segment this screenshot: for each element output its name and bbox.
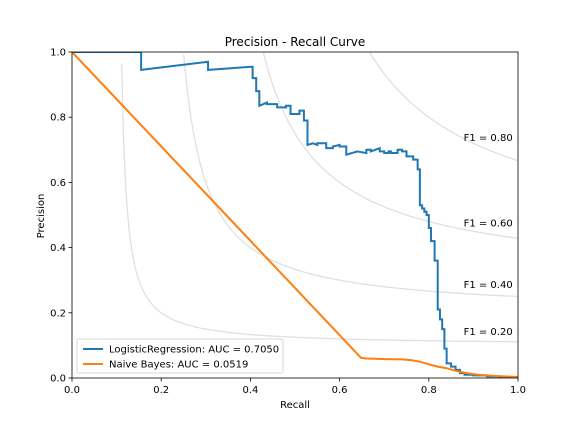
x-tick-label-0: 0.0	[64, 385, 80, 396]
y-tick-label-2: 0.4	[50, 243, 66, 254]
y-tick-label-5: 1.0	[50, 48, 66, 59]
iso-f1-curve-1	[183, 54, 518, 298]
y-tick-label-0: 0.0	[50, 374, 66, 385]
series-line-1	[72, 52, 518, 378]
iso-f1-label-3: F1 = 0.80	[464, 133, 513, 144]
y-axis-label: Precision	[36, 194, 47, 239]
legend-entry-1: Naive Bayes: AUC = 0.0519	[109, 360, 248, 371]
iso-f1-curve-2	[262, 52, 518, 239]
x-tick-label-1: 0.2	[153, 385, 169, 396]
legend-entry-0: LogisticRegression: AUC = 0.7050	[109, 345, 279, 356]
iso-f1-label-1: F1 = 0.40	[464, 280, 513, 291]
y-tick-label-1: 0.2	[50, 308, 66, 319]
series-lines	[72, 52, 518, 378]
x-tick-label-3: 0.6	[332, 385, 348, 396]
x-axis-label: Recall	[280, 400, 310, 411]
y-tick-label-4: 0.8	[50, 113, 66, 124]
chart-title: Precision - Recall Curve	[225, 35, 366, 49]
iso-f1-curve-3	[368, 52, 518, 162]
x-tick-label-4: 0.8	[421, 385, 437, 396]
iso-f1-label-2: F1 = 0.60	[464, 218, 513, 229]
y-tick-label-3: 0.6	[50, 178, 66, 189]
axes-frame	[71, 51, 519, 379]
legend: LogisticRegression: AUC = 0.7050 Naive Ba…	[76, 338, 284, 374]
iso-f1-curves	[121, 52, 518, 343]
legend-box	[76, 338, 284, 374]
x-tick-label-2: 0.4	[242, 385, 258, 396]
series-line-0	[72, 52, 518, 378]
iso-f1-label-0: F1 = 0.20	[464, 327, 513, 338]
iso-f1-curve-0	[121, 64, 518, 343]
x-tick-label-5: 1.0	[510, 385, 526, 396]
